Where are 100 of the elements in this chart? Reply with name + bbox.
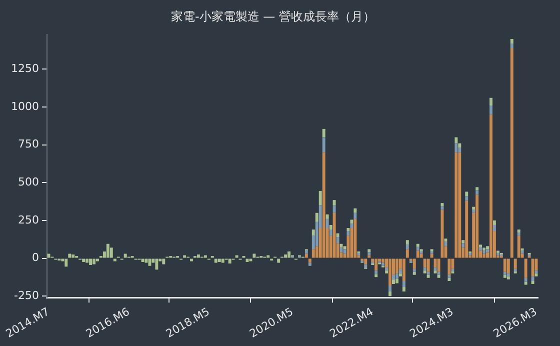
bar: [420, 254, 423, 258]
bar: [312, 230, 315, 236]
bar: [266, 255, 270, 258]
bar: [388, 258, 392, 286]
bar: [304, 250, 308, 254]
bar: [486, 249, 489, 252]
bar: [503, 274, 506, 278]
bar: [288, 251, 290, 258]
bar: [374, 274, 378, 278]
bar: [322, 137, 326, 152]
bar: [315, 212, 318, 222]
bar: [374, 270, 378, 274]
bar: [368, 252, 371, 256]
bar: [388, 292, 392, 296]
bar: [277, 258, 280, 263]
y-tick-label: 250: [18, 213, 39, 226]
bar: [322, 128, 326, 138]
bar: [531, 280, 534, 284]
bar: [402, 286, 406, 292]
bar: [388, 285, 392, 292]
bar: [326, 218, 329, 228]
bar: [228, 258, 232, 264]
bar: [155, 258, 158, 270]
bar: [106, 244, 110, 258]
bar: [92, 258, 96, 264]
bar: [503, 258, 506, 272]
bar: [492, 224, 496, 232]
bar: [402, 258, 406, 281]
bar: [382, 262, 385, 266]
bar: [510, 48, 514, 258]
bar: [482, 254, 486, 258]
bar: [510, 38, 514, 44]
bar: [458, 143, 462, 148]
bar: [503, 272, 506, 275]
bar: [492, 220, 496, 225]
bar: [506, 258, 510, 274]
bar: [454, 137, 458, 144]
bar: [517, 230, 520, 233]
bar: [434, 270, 437, 274]
bar: [368, 249, 371, 252]
bar: [462, 243, 465, 248]
bar: [434, 267, 437, 270]
bar: [89, 258, 92, 266]
bar: [395, 273, 398, 279]
bar: [479, 248, 482, 251]
bar: [472, 210, 476, 213]
bar: [72, 254, 75, 258]
bar: [308, 258, 312, 263]
bar: [448, 258, 451, 275]
bar: [412, 258, 416, 269]
bar: [364, 264, 368, 268]
bar: [517, 236, 520, 258]
bar: [448, 274, 451, 278]
bar: [506, 276, 510, 280]
bar: [412, 268, 416, 272]
bar: [318, 190, 322, 206]
bar: [458, 152, 462, 258]
bar: [368, 255, 371, 258]
bar: [531, 276, 534, 281]
bar: [204, 255, 207, 258]
y-tick-label: 750: [18, 138, 39, 151]
bar: [444, 238, 448, 242]
bar: [322, 152, 326, 258]
bar: [426, 274, 430, 278]
bar: [385, 270, 388, 274]
bar: [86, 258, 89, 263]
bar: [531, 258, 534, 276]
bar: [490, 98, 492, 106]
bar: [490, 114, 492, 258]
bar: [218, 258, 221, 262]
bar: [221, 258, 224, 263]
bar: [426, 272, 430, 275]
bar: [354, 218, 357, 258]
bar: [514, 258, 517, 269]
bar: [517, 232, 520, 236]
bar: [354, 212, 357, 219]
bar: [346, 231, 350, 236]
bar: [476, 187, 479, 190]
bar: [402, 280, 406, 287]
bar: [284, 254, 288, 258]
bar: [462, 240, 465, 244]
bar: [395, 278, 398, 284]
bar: [465, 200, 468, 258]
bar: [406, 244, 409, 250]
bar: [486, 246, 489, 250]
y-tick-label: 1250: [10, 62, 39, 76]
bar: [113, 258, 116, 262]
bar: [214, 258, 218, 263]
bar: [124, 254, 127, 258]
bar: [308, 262, 312, 266]
bar: [426, 258, 430, 272]
bar: [312, 249, 315, 258]
bar: [454, 152, 458, 258]
bar: [416, 244, 420, 247]
bar: [448, 278, 451, 281]
bar: [346, 228, 350, 232]
bar: [465, 192, 468, 196]
bar: [332, 205, 336, 213]
bar: [332, 200, 336, 206]
bar: [249, 258, 252, 262]
